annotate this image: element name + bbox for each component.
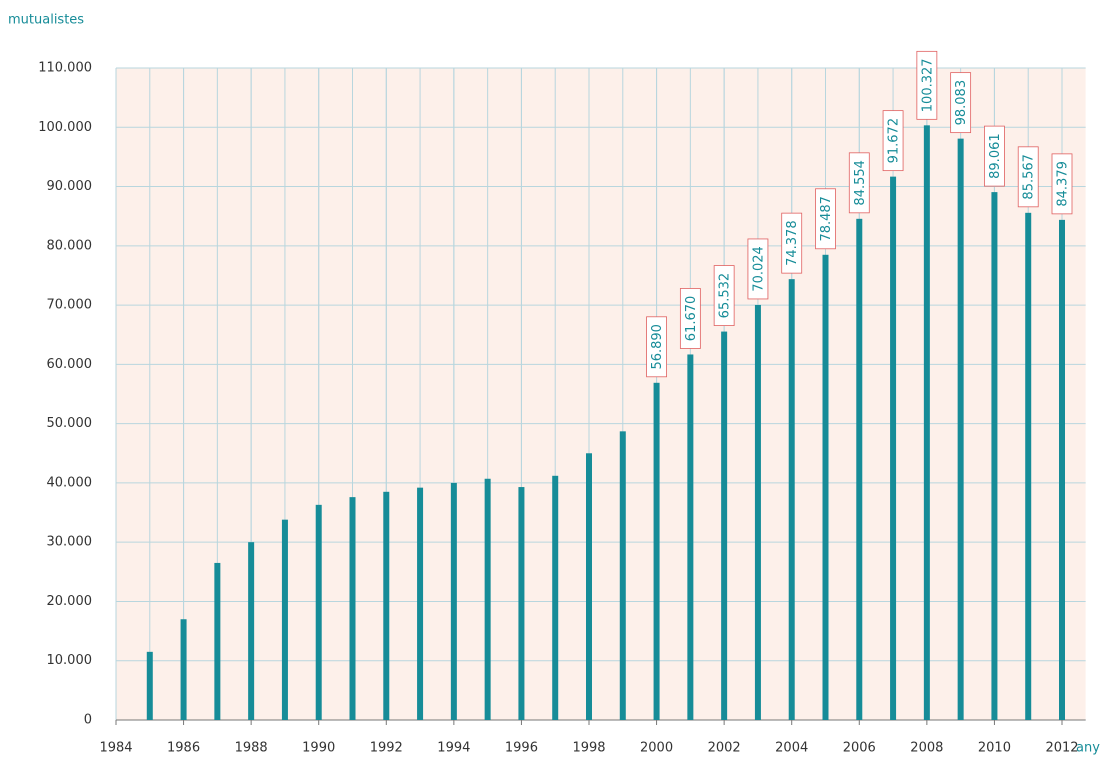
x-tick-label: 1986	[167, 741, 200, 756]
value-label: 85.567	[1017, 146, 1039, 208]
value-label-box	[781, 212, 803, 274]
value-label-text: 100.327	[920, 58, 935, 112]
bar	[822, 254, 829, 721]
value-label-box	[1051, 153, 1073, 215]
y-tick-label: 10.000	[47, 653, 93, 668]
bar	[180, 619, 187, 720]
x-tick-label: 2008	[910, 741, 943, 756]
value-label-text: 85.567	[1022, 154, 1037, 200]
bar	[214, 562, 221, 720]
value-label: 70.024	[747, 238, 769, 300]
x-tick-label: 2004	[775, 741, 808, 756]
bar	[281, 519, 288, 720]
value-label-text: 84.554	[853, 160, 868, 206]
value-label: 56.890	[646, 316, 667, 378]
value-label-box	[713, 265, 735, 326]
bar	[754, 304, 761, 720]
value-label-box	[984, 125, 1005, 187]
value-label-box	[848, 152, 870, 214]
bar	[856, 218, 863, 720]
value-label-box	[679, 288, 701, 349]
bar	[518, 487, 525, 720]
value-label-text: 74.378	[785, 220, 800, 266]
x-tick-label: 1990	[302, 741, 335, 756]
value-label-text: 65.532	[718, 273, 733, 319]
y-tick-label: 90.000	[47, 179, 93, 194]
bar	[721, 331, 728, 720]
bar	[687, 354, 694, 720]
value-label-text: 91.672	[887, 118, 902, 164]
value-label: 84.554	[848, 152, 870, 214]
value-label-box	[747, 238, 769, 300]
value-label: 91.672	[882, 110, 904, 172]
y-axis-label: mutualistes	[8, 13, 84, 28]
x-tick-label: 2010	[978, 741, 1011, 756]
bar	[991, 192, 998, 721]
value-label: 98.083	[950, 72, 972, 134]
bar	[349, 497, 356, 720]
x-tick-label: 1998	[572, 741, 605, 756]
y-tick-label: 40.000	[47, 475, 93, 490]
bar	[1059, 219, 1065, 720]
value-label-text: 78.487	[819, 196, 834, 242]
x-tick-label: 2002	[708, 741, 741, 756]
value-label: 84.379	[1051, 153, 1073, 215]
bar	[923, 125, 930, 720]
value-label-text: 70.024	[751, 246, 766, 292]
x-tick-label: 2000	[640, 741, 673, 756]
bar	[417, 487, 424, 720]
y-tick-label: 30.000	[47, 535, 93, 550]
y-tick-label: 50.000	[47, 416, 93, 431]
value-label-text: 84.379	[1056, 161, 1071, 207]
y-tick-label: 70.000	[47, 298, 93, 313]
y-tick-label: 80.000	[47, 238, 93, 253]
y-tick-label: 60.000	[47, 357, 93, 372]
x-tick-label: 1988	[235, 741, 268, 756]
bar	[586, 453, 592, 720]
value-label-text: 56.890	[650, 324, 665, 370]
value-label-box	[1017, 146, 1039, 208]
x-tick-label: 1996	[505, 741, 538, 756]
bar	[552, 475, 559, 720]
bar	[484, 478, 491, 720]
value-label-box	[950, 72, 972, 134]
x-tick-label: 2012	[1045, 741, 1078, 756]
x-axis-label: any	[1076, 741, 1100, 756]
x-tick-label: 1994	[437, 741, 470, 756]
y-tick-label: 20.000	[47, 594, 93, 609]
bar	[890, 176, 897, 720]
value-label: 78.487	[815, 188, 836, 250]
value-label-box	[882, 110, 904, 172]
value-label-box	[815, 188, 836, 250]
x-tick-label: 1992	[370, 741, 403, 756]
bar	[315, 504, 322, 720]
bar	[957, 138, 964, 720]
value-label-text: 61.670	[684, 296, 699, 342]
y-tick-label: 110.000	[38, 61, 92, 76]
value-label: 61.670	[679, 288, 701, 349]
bar	[1025, 212, 1032, 721]
x-tick-label: 1984	[99, 741, 132, 756]
value-label: 89.061	[984, 125, 1005, 187]
bar	[653, 382, 660, 720]
y-tick-label: 0	[84, 713, 92, 728]
bar	[146, 651, 153, 720]
bar	[619, 431, 626, 720]
x-tick-label: 2006	[843, 741, 876, 756]
bar	[248, 542, 255, 720]
value-label-box	[916, 50, 938, 120]
value-label: 100.327	[916, 50, 938, 120]
value-label: 65.532	[713, 265, 735, 326]
plot-background	[116, 68, 1086, 720]
value-label: 74.378	[781, 212, 803, 274]
value-label-text: 98.083	[954, 80, 969, 126]
bar	[383, 491, 390, 720]
y-tick-label: 100.000	[38, 120, 92, 135]
value-label-box	[646, 316, 667, 378]
value-label-text: 89.061	[988, 133, 1003, 179]
bar	[788, 279, 795, 720]
bar	[450, 482, 457, 720]
